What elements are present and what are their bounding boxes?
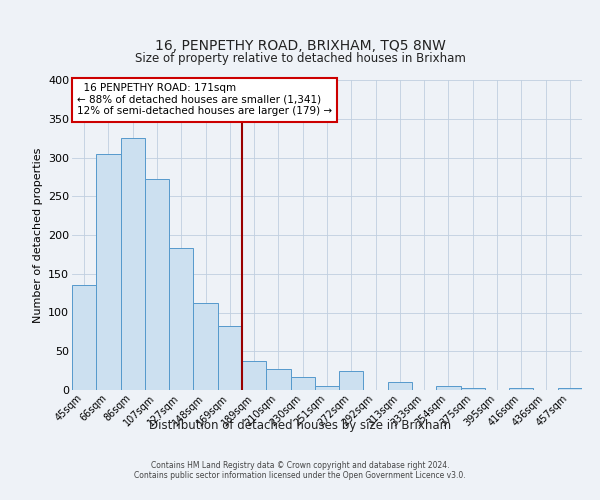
Text: Size of property relative to detached houses in Brixham: Size of property relative to detached ho… <box>134 52 466 65</box>
Bar <box>266 369 290 390</box>
Bar <box>436 386 461 390</box>
Bar <box>218 326 242 390</box>
Text: 16, PENPETHY ROAD, BRIXHAM, TQ5 8NW: 16, PENPETHY ROAD, BRIXHAM, TQ5 8NW <box>155 38 445 52</box>
Bar <box>509 388 533 390</box>
Y-axis label: Number of detached properties: Number of detached properties <box>32 148 43 322</box>
Bar <box>169 248 193 390</box>
Bar <box>121 138 145 390</box>
Text: Contains HM Land Registry data © Crown copyright and database right 2024.
Contai: Contains HM Land Registry data © Crown c… <box>134 460 466 480</box>
Bar <box>96 154 121 390</box>
Text: Distribution of detached houses by size in Brixham: Distribution of detached houses by size … <box>149 420 451 432</box>
Bar <box>145 179 169 390</box>
Bar <box>193 303 218 390</box>
Text: 16 PENPETHY ROAD: 171sqm
← 88% of detached houses are smaller (1,341)
12% of sem: 16 PENPETHY ROAD: 171sqm ← 88% of detach… <box>77 83 332 116</box>
Bar <box>290 377 315 390</box>
Bar <box>558 388 582 390</box>
Bar <box>388 382 412 390</box>
Bar <box>339 370 364 390</box>
Bar <box>242 362 266 390</box>
Bar <box>72 286 96 390</box>
Bar <box>315 386 339 390</box>
Bar <box>461 388 485 390</box>
